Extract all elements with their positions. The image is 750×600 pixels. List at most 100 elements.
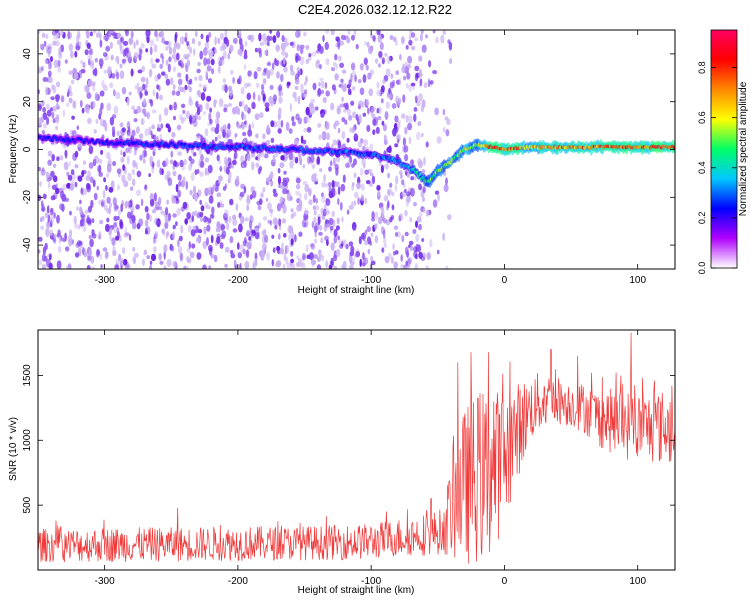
spectrogram-cell [81,107,85,114]
spectrogram-cell [305,218,309,227]
spectrogram-cell [149,198,155,207]
spectrogram-cell [259,112,264,119]
spectrogram-cell [99,118,104,127]
spectrogram-cell [353,158,357,166]
spectrogram-cell [362,112,366,117]
spectrogram-cell [336,105,341,113]
spectrogram-cell [278,83,282,91]
spectrogram-cell [252,263,256,269]
spectrogram-cell [241,100,245,107]
spectrogram-cell [246,82,252,88]
spectrogram-cell [419,212,423,217]
spectrogram-cell [380,98,384,104]
spectrogram-cell [46,177,51,182]
spectrogram-cell [50,170,55,177]
spectrogram-cell [106,172,110,179]
spectrogram-cell [152,89,155,97]
spectrogram-cell [329,160,333,167]
spectrogram-cell [442,126,446,133]
spectrogram-cell [112,89,116,97]
spectrogram-cell [168,56,172,63]
spectrogram-cell [199,171,204,177]
spectrogram-cell [259,41,265,47]
spectrogram-cell [91,229,95,236]
spectrogram-cell [298,231,303,237]
spectrogram-cell [47,49,52,55]
spectrogram-cell [335,36,340,42]
spectrogram-cell [266,177,270,182]
spectrogram-cell [86,92,92,99]
spectrogram-cell [337,41,341,50]
spectrogram-cell [410,187,415,197]
spectrogram-cell [116,168,122,175]
spectrogram-cell [239,124,242,129]
spectrogram-cell [77,143,83,148]
spectrogram-cell [106,165,112,173]
spectrogram-cell [341,239,345,245]
spectrogram-cell [142,158,146,164]
spectrogram-cell [341,216,344,223]
spectrogram-cell [172,260,178,268]
spectrogram-cell [387,200,390,208]
spectrogram-cell [410,32,416,38]
spectrogram-cell [333,157,336,167]
spectrogram-cell [254,231,260,240]
spectrogram-cell [286,81,291,86]
spectrogram-cell [53,35,58,40]
spectrogram-cell [74,252,80,258]
spectrogram-cell [59,155,64,161]
spectrogram-cell [383,243,387,248]
spectrogram-cell [375,126,380,134]
spectrogram-cell [108,206,111,215]
spectrogram-cell [377,63,381,68]
spectrogram-cell [270,120,275,128]
spectrogram-cell [364,240,369,246]
spectrogram-cell [288,128,293,135]
spectrogram-cell [113,215,118,222]
spectrogram-cell [272,247,276,254]
spectrogram-cell [150,99,154,107]
spectrogram-cell [107,66,112,75]
spectrogram-cell [401,234,405,243]
spectrogram-cell [87,205,92,213]
spectrogram-cell [247,35,251,40]
spectrogram-cell [309,109,314,116]
spectrogram-cell [244,120,247,125]
spectrogram-cell [262,228,267,237]
spectrogram-cell [88,235,92,240]
spectrogram-cell [321,132,326,139]
spectrogram-cell [195,100,199,108]
spectrogram-cell [325,183,329,188]
spectrogram-cell [187,257,192,264]
spectrogram-cell [149,260,153,265]
spectrogram-cell [230,163,234,169]
spectrogram-cell [51,111,55,119]
spectrogram-cell [74,181,78,188]
spectrogram-cell [213,99,217,108]
spectrogram-cell [146,34,150,44]
spectrogram-cell [172,161,176,171]
spectrogram-cell [394,115,399,123]
spectrogram-cell [42,107,46,113]
spectrogram-cell [109,235,113,242]
spectrogram-cell [263,153,269,159]
spectrogram-cell [180,103,186,109]
spectrogram-cell [82,224,87,233]
spectrogram-cell [103,177,106,183]
spectrogram-cell [144,128,149,137]
spectrogram-cell [186,59,191,67]
spectrogram-cell [348,114,353,121]
spectrogram-cell [221,84,226,92]
spectrogram-cell [298,257,302,264]
spectrogram-cell [50,217,54,224]
spectrogram-cell [194,209,198,217]
spectrogram-cell [280,73,284,82]
spectrogram-cell [282,263,286,269]
spectrogram-cell [400,254,404,262]
spectrogram-cell [205,70,208,78]
spectrogram-cell [194,76,198,81]
spectrogram-cell [131,215,136,223]
spectrogram-cell [448,41,453,51]
spectrogram-cell [202,240,208,249]
spectrogram-cell [271,259,274,267]
